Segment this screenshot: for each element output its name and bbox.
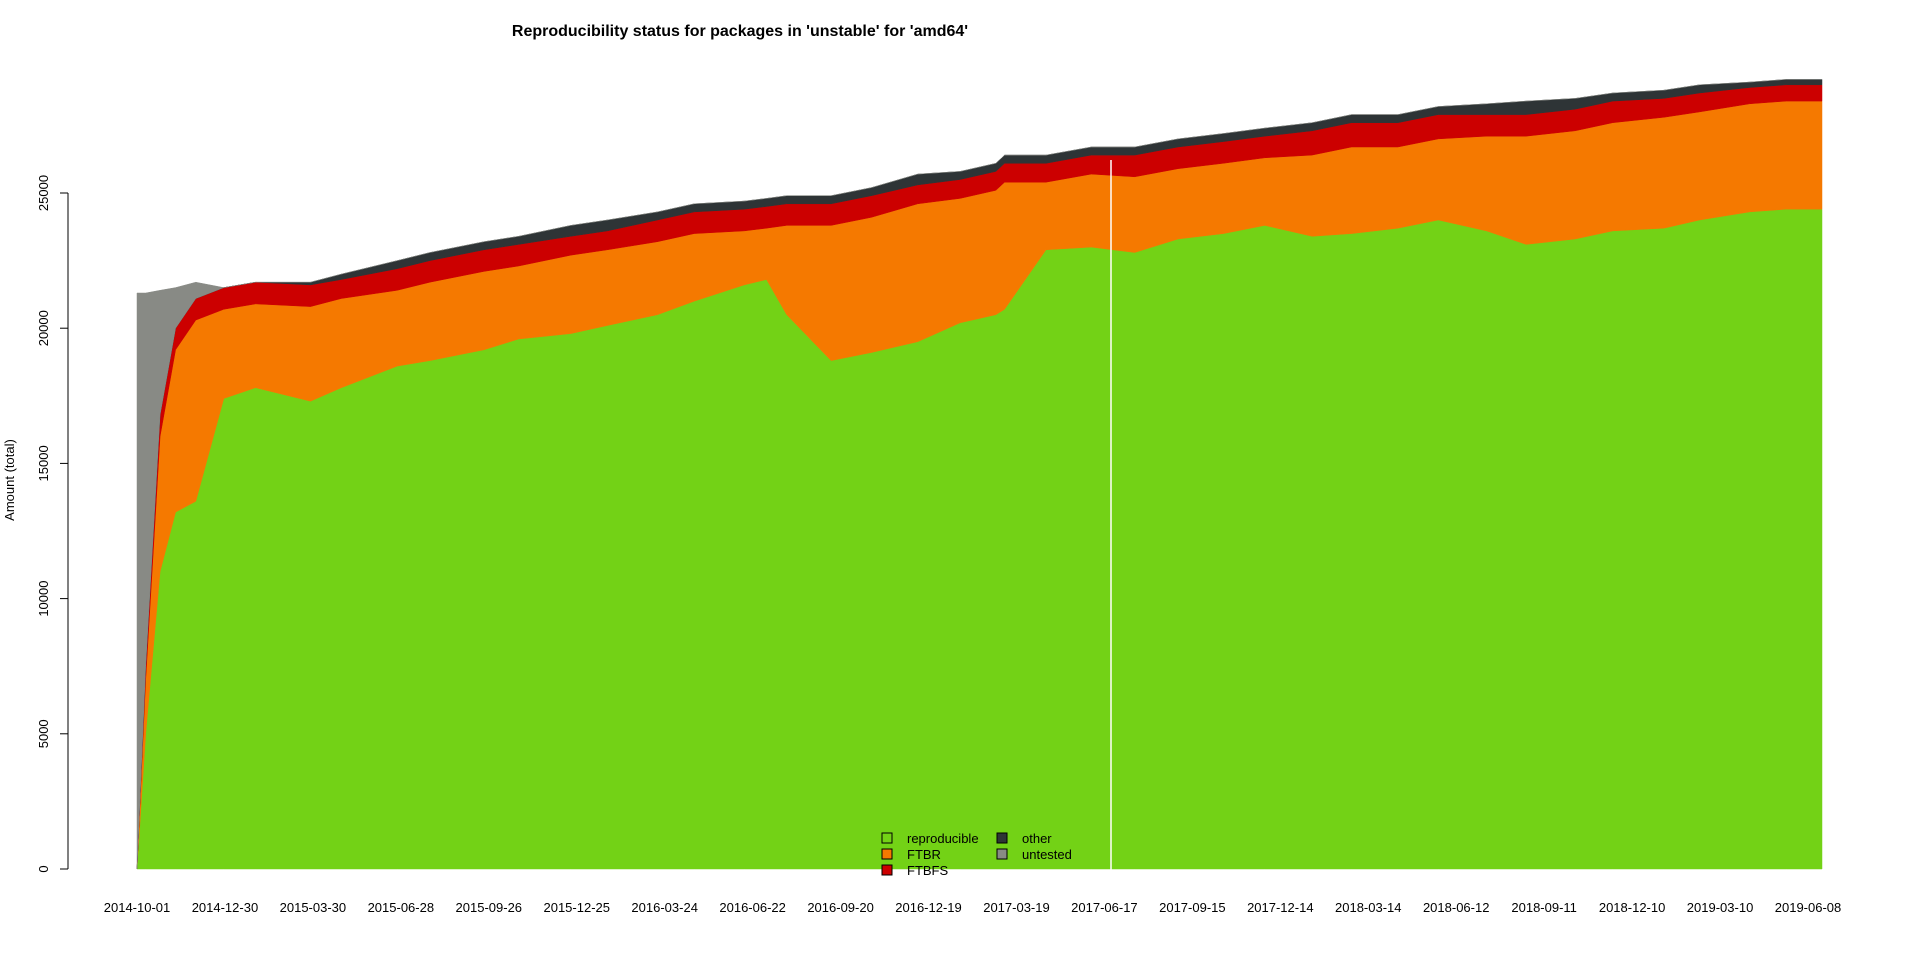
x-axis: 2014-10-01 2014-12-30 2015-03-30 2015-06-28… — [104, 900, 1842, 915]
x-tick-label: 2017-09-15 — [1159, 900, 1226, 915]
x-tick-label: 2014-12-30 — [192, 900, 259, 915]
y-tick-label: 0 — [36, 865, 51, 872]
x-tick-label: 2015-06-28 — [368, 900, 435, 915]
x-tick-label: 2016-06-22 — [719, 900, 786, 915]
y-tick-label: 10000 — [36, 581, 51, 617]
area-layers — [136, 79, 1823, 870]
x-tick-label: 2017-12-14 — [1247, 900, 1314, 915]
legend-label-ftbr: FTBR — [907, 847, 941, 862]
y-tick-label: 20000 — [36, 310, 51, 346]
x-tick-label: 2019-06-08 — [1775, 900, 1842, 915]
legend-swatch-ftbr — [881, 848, 893, 860]
y-axis-label: Amount (total) — [2, 439, 17, 521]
chart-title: Reproducibility status for packages in '… — [512, 23, 968, 40]
x-tick-label: 2017-06-17 — [1071, 900, 1138, 915]
legend-label-other: other — [1022, 831, 1052, 846]
x-tick-label: 2015-09-26 — [456, 900, 523, 915]
x-tick-label: 2016-03-24 — [631, 900, 698, 915]
x-tick-label: 2016-09-20 — [807, 900, 874, 915]
legend-label-ftbfs: FTBFS — [907, 863, 948, 878]
x-tick-label: 2018-12-10 — [1599, 900, 1666, 915]
x-tick-label: 2018-09-11 — [1511, 900, 1577, 915]
area-untested — [136, 79, 1822, 870]
x-tick-label: 2018-06-12 — [1423, 900, 1490, 915]
x-tick-label: 2015-12-25 — [543, 900, 610, 915]
y-tick-label: 15000 — [36, 445, 51, 481]
y-tick-label: 25000 — [36, 175, 51, 211]
x-tick-label: 2014-10-01 — [104, 900, 171, 915]
x-tick-label: 2016-12-19 — [895, 900, 962, 915]
x-tick-label: 2019-03-10 — [1687, 900, 1754, 915]
x-tick-label: 2018-03-14 — [1335, 900, 1402, 915]
y-tick-label: 5000 — [36, 719, 51, 748]
legend-swatch-untested — [996, 848, 1008, 860]
x-tick-label: 2017-03-19 — [983, 900, 1050, 915]
legend-swatch-other — [996, 832, 1008, 844]
legend-label-untested: untested — [1022, 847, 1072, 862]
x-tick-label: 2015-03-30 — [280, 900, 347, 915]
legend-swatch-ftbfs — [881, 864, 893, 876]
legend-swatch-reproducible — [881, 832, 893, 844]
y-axis: 0 5000 10000 15000 20000 25000 — [36, 175, 69, 873]
legend-label-reproducible: reproducible — [907, 831, 979, 846]
